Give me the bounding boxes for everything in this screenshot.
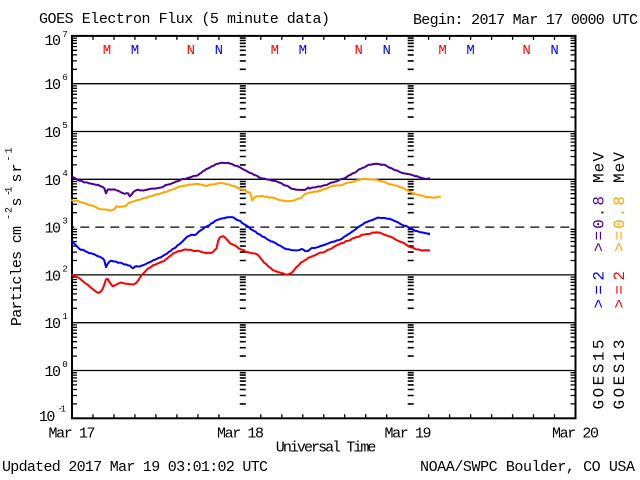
svg-text:GOES Electron Flux (5 minute d: GOES Electron Flux (5 minute data) <box>39 11 330 28</box>
svg-text:M: M <box>438 43 446 59</box>
svg-text:MeV: MeV <box>611 152 629 183</box>
svg-text:5: 5 <box>62 121 67 131</box>
svg-text:10: 10 <box>45 316 62 333</box>
svg-text:Mar 18: Mar 18 <box>217 426 264 443</box>
svg-text:N: N <box>382 43 390 59</box>
svg-text:sr: sr <box>9 164 26 183</box>
svg-text:Mar 19: Mar 19 <box>385 426 432 443</box>
svg-text:>=0.8: >=0.8 <box>611 196 629 252</box>
svg-text:N: N <box>187 43 195 59</box>
svg-text:10: 10 <box>45 33 62 50</box>
svg-text:M: M <box>466 43 474 59</box>
svg-text:2: 2 <box>62 264 67 274</box>
svg-text:6: 6 <box>62 73 67 83</box>
svg-text:-1: -1 <box>58 404 67 414</box>
svg-text:10: 10 <box>45 173 62 190</box>
svg-text:s: s <box>9 197 26 206</box>
svg-text:M: M <box>271 43 279 59</box>
svg-text:-1: -1 <box>5 187 16 197</box>
svg-text:7: 7 <box>62 30 67 40</box>
svg-text:Particles cm: Particles cm <box>9 226 26 326</box>
svg-text:N: N <box>550 43 558 59</box>
svg-text:N: N <box>215 43 223 59</box>
svg-text:N: N <box>355 43 363 59</box>
svg-text:10: 10 <box>45 268 62 285</box>
svg-text:10: 10 <box>45 221 62 238</box>
svg-text:>=0.8: >=0.8 <box>591 196 609 252</box>
svg-text:10: 10 <box>45 77 62 94</box>
svg-text:MeV: MeV <box>591 152 609 183</box>
svg-text:3: 3 <box>62 217 67 227</box>
svg-text:Mar 17: Mar 17 <box>49 426 96 443</box>
svg-text:>=2: >=2 <box>611 271 629 309</box>
svg-text:10: 10 <box>39 409 56 426</box>
svg-text:-2: -2 <box>5 207 16 220</box>
svg-text:Universal Time: Universal Time <box>276 440 377 457</box>
svg-text:>=2: >=2 <box>591 271 609 309</box>
svg-text:M: M <box>103 43 111 59</box>
svg-text:-1: -1 <box>5 148 16 162</box>
svg-text:10: 10 <box>45 125 62 142</box>
svg-text:M: M <box>299 43 307 59</box>
svg-text:4: 4 <box>62 169 67 179</box>
svg-text:Mar 20: Mar 20 <box>552 426 599 443</box>
svg-text:10: 10 <box>45 364 62 381</box>
svg-text:0: 0 <box>62 360 67 370</box>
svg-text:GOES13: GOES13 <box>611 340 629 410</box>
svg-text:NOAA/SWPC Boulder, CO USA: NOAA/SWPC Boulder, CO USA <box>420 459 635 476</box>
svg-text:Begin: 2017 Mar 17 0000 UTC: Begin: 2017 Mar 17 0000 UTC <box>413 12 638 29</box>
svg-text:1: 1 <box>62 312 67 322</box>
svg-text:M: M <box>131 43 139 59</box>
svg-text:Updated 2017 Mar 19 03:01:02 U: Updated 2017 Mar 19 03:01:02 UTC <box>2 459 268 476</box>
svg-text:N: N <box>522 43 530 59</box>
svg-text:GOES15: GOES15 <box>591 340 609 410</box>
